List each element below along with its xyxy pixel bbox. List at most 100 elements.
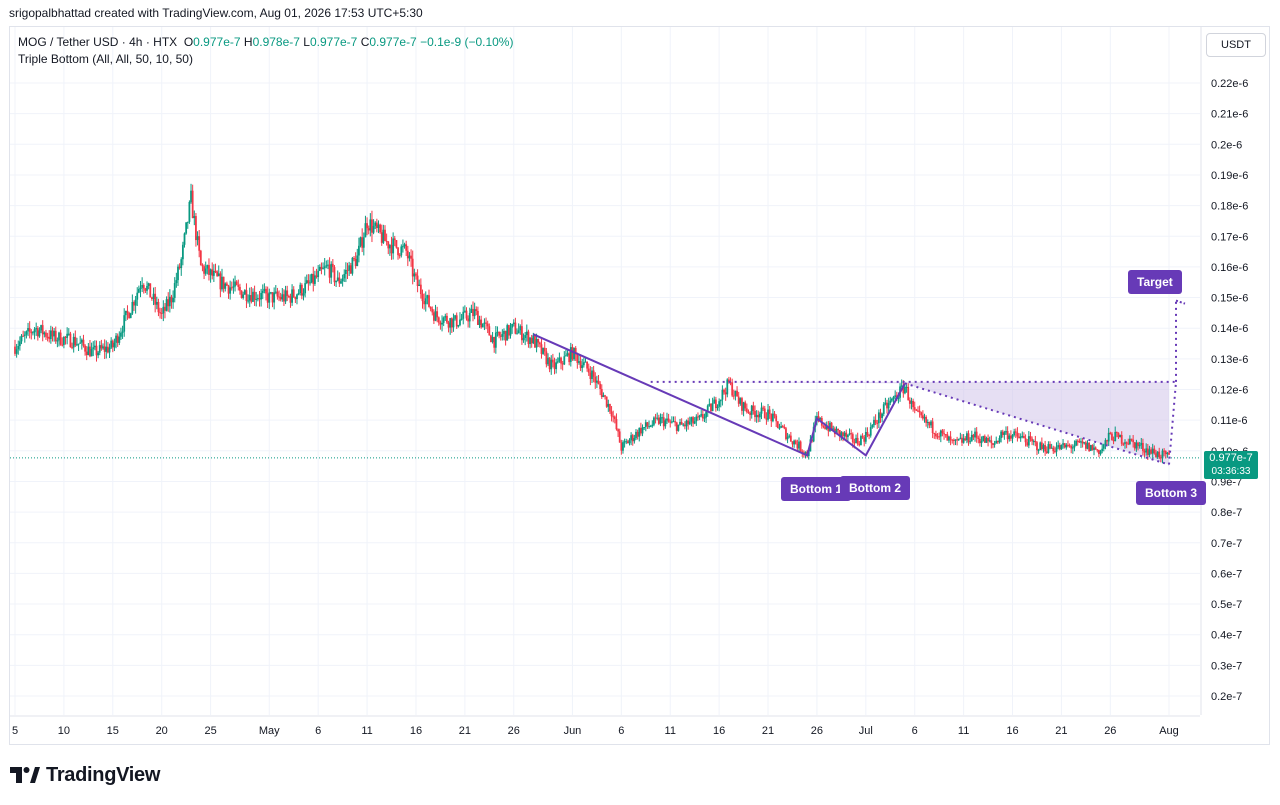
candle-body: [972, 434, 975, 438]
candle-up: [1037, 448, 1040, 454]
candle-body: [147, 283, 150, 286]
candle-up: [881, 412, 884, 423]
candle-body: [239, 286, 241, 291]
symbol-name[interactable]: MOG / Tether USD · 4h · HTX: [18, 35, 178, 49]
candle-up: [359, 236, 362, 248]
candle-down: [773, 411, 776, 419]
candle-up: [786, 432, 789, 444]
candle-body: [600, 389, 603, 397]
time-tick-label: 5: [12, 725, 18, 737]
candle-up: [92, 341, 95, 357]
candle-up: [522, 333, 525, 343]
candle-up: [930, 420, 932, 428]
candle-down: [211, 262, 214, 280]
candle-body: [296, 294, 298, 300]
candle-down: [941, 429, 944, 437]
candle-up: [666, 412, 668, 424]
candle-down: [498, 331, 500, 339]
candle-body: [845, 432, 848, 438]
candle-down: [28, 321, 31, 339]
candle-body: [827, 426, 830, 432]
time-tick-label: Jul: [859, 725, 873, 737]
candle-down: [1052, 445, 1055, 454]
candle-body: [265, 288, 267, 294]
candle-body: [670, 421, 673, 423]
candle-down: [592, 365, 595, 383]
candle-body: [961, 437, 963, 443]
candle-down: [1115, 431, 1118, 438]
candle-up: [449, 317, 452, 335]
candle-body: [1107, 432, 1110, 442]
candle-up: [462, 306, 465, 325]
candle-body: [758, 413, 761, 418]
candle-body: [82, 339, 85, 346]
candle-body: [990, 440, 993, 444]
candle-body: [793, 440, 796, 445]
candle-up: [343, 269, 346, 282]
candle-body: [597, 380, 600, 384]
candle-down: [701, 409, 704, 422]
price-axis[interactable]: 0.2e-7 0.3e-7 0.4e-7 0.5e-7 0.6e-7 0.7e-7 0.8e…: [1200, 27, 1248, 715]
candle-body: [142, 285, 145, 289]
candle-up: [581, 358, 584, 373]
candle-down: [1142, 438, 1144, 456]
candle-body: [384, 229, 386, 241]
candle-body: [975, 431, 978, 438]
candle-down: [576, 352, 579, 369]
change-value: −0.1e-9 (−0.10%): [420, 35, 514, 49]
time-axis[interactable]: 5 10 15 20 25 May 6 11 16 21 26 Jun 6 11 16 21 26 Jul 6 11 1…: [10, 715, 1200, 737]
candle-body: [473, 309, 476, 317]
candle-up: [344, 262, 347, 283]
candle-up: [1107, 427, 1110, 447]
candle-body: [419, 284, 422, 294]
candle-up: [889, 396, 892, 406]
open-key: O: [183, 35, 194, 49]
candle-body: [1145, 448, 1148, 453]
indicator-label[interactable]: Triple Bottom (All, All, 50, 10, 50): [18, 52, 193, 66]
candle-body: [397, 247, 399, 256]
candle-body: [560, 357, 562, 364]
low-value: 0.977e-7: [309, 35, 358, 49]
candle-body: [527, 331, 530, 345]
candle-body: [550, 359, 553, 370]
candle-down: [1106, 439, 1108, 445]
candle-body: [217, 273, 220, 276]
candle-up: [274, 285, 277, 295]
candle-up: [256, 294, 259, 302]
tradingview-logo[interactable]: TradingView: [10, 762, 160, 788]
price-tick-label: 0.21e-6: [1211, 109, 1248, 121]
candle-down: [198, 230, 201, 258]
candle-down: [227, 284, 230, 299]
candle-down: [191, 184, 194, 219]
candle-body: [804, 451, 807, 454]
currency-unit-button[interactable]: USDT: [1206, 33, 1266, 57]
candle-up: [871, 424, 874, 429]
candle-body: [247, 300, 249, 302]
candle-body: [996, 440, 999, 443]
candle-down: [436, 306, 439, 323]
candle-body: [390, 245, 393, 254]
candle-body: [1122, 443, 1125, 445]
candle-body: [348, 265, 351, 271]
candle-body: [371, 219, 373, 233]
candle-down: [85, 346, 88, 361]
candle-down: [1070, 444, 1073, 454]
candle-down: [1155, 449, 1157, 458]
candle-body: [14, 346, 16, 354]
candle-body: [887, 402, 890, 409]
candle-body: [907, 386, 910, 401]
candle-body: [1075, 440, 1077, 446]
bottom-2-label: Bottom 2: [840, 476, 910, 500]
candle-body: [819, 418, 822, 420]
candle-up: [1138, 442, 1141, 449]
candle-body: [894, 395, 897, 397]
candle-body: [472, 308, 474, 317]
candle-up: [1145, 443, 1148, 456]
candle-up: [35, 322, 38, 336]
candle-body: [946, 434, 949, 441]
candle-body: [835, 428, 838, 435]
candle-body: [242, 294, 245, 298]
candle-body: [118, 336, 121, 343]
candle-body: [366, 223, 368, 229]
